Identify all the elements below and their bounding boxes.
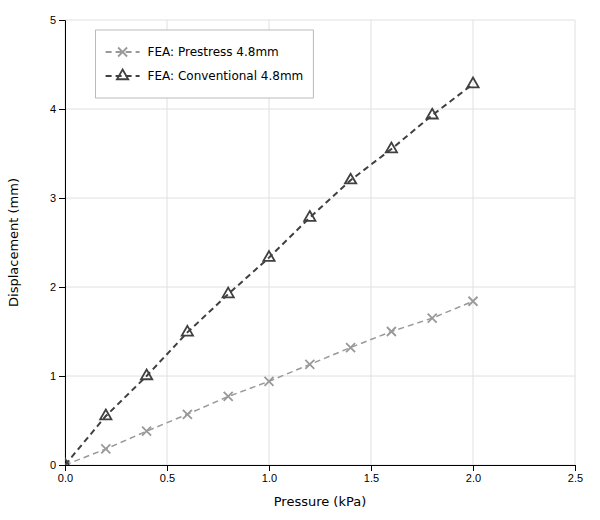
marker: [386, 143, 397, 153]
legend-item: FEA: Conventional 4.8mm: [106, 69, 304, 83]
legend-marker: [117, 69, 128, 79]
grid: [65, 20, 575, 465]
tick: 2.0: [466, 465, 481, 484]
marker: [428, 314, 437, 323]
grid-line: [65, 198, 575, 199]
legend-frame: [96, 30, 314, 98]
marker: [223, 288, 234, 298]
tick-mark: [59, 465, 65, 466]
series: [65, 297, 478, 465]
marker: [345, 174, 356, 184]
legend-label: FEA: Prestress 4.8mm: [148, 45, 279, 59]
tick: 0.0: [58, 465, 73, 484]
marker: [469, 297, 478, 306]
tick-label: 0.0: [58, 472, 73, 484]
tick-mark: [59, 287, 65, 288]
grid-line: [65, 376, 575, 377]
tick-mark: [59, 109, 65, 110]
tick-mark: [269, 465, 270, 471]
grid-line: [575, 20, 576, 465]
tick-mark: [59, 376, 65, 377]
axis-line: [59, 21, 66, 466]
marker: [142, 427, 151, 436]
chart: 0.0 0.5 1.0 1.5 2.0 2.5 0 1 2 3 4 5 FEA: Prestress 4…: [0, 0, 600, 520]
tick: 5: [50, 14, 65, 26]
tick: 0: [50, 459, 65, 471]
marker: [183, 410, 192, 419]
marker: [101, 444, 110, 453]
tick-label: 1.0: [262, 472, 277, 484]
grid-line: [65, 109, 575, 110]
legend-swatch: [106, 75, 140, 77]
tick-mark: [59, 198, 65, 199]
tick-mark: [575, 465, 576, 471]
marker: [224, 392, 233, 401]
legend-label: FEA: Conventional 4.8mm: [148, 69, 304, 83]
line: [65, 301, 473, 465]
tick-label: 5: [50, 14, 56, 26]
tick-label: 3: [50, 192, 56, 204]
tick-label: 2.5: [568, 472, 583, 484]
grid-line: [371, 20, 372, 465]
tick-mark: [473, 465, 474, 471]
marker: [305, 360, 314, 369]
tick: 0.5: [160, 465, 175, 484]
marks: [65, 78, 479, 465]
marker: [182, 326, 193, 336]
tick-mark: [59, 20, 65, 21]
tick-mark: [167, 465, 168, 471]
marker: [387, 327, 396, 336]
tick-label: 2.0: [466, 472, 481, 484]
tick: 2: [50, 281, 65, 293]
grid-line: [65, 20, 575, 21]
x-axis-title: Pressure (kPa): [274, 494, 367, 509]
legend-marker: [118, 48, 127, 57]
legend-item: FEA: Prestress 4.8mm: [106, 45, 279, 59]
marker: [467, 78, 478, 88]
tick-mark: [371, 465, 372, 471]
marker: [65, 458, 71, 465]
marker: [304, 211, 315, 221]
axis-line: [66, 466, 576, 472]
marker: [100, 410, 111, 420]
tick-label: 1: [50, 370, 56, 382]
tick: 1.5: [364, 465, 379, 484]
marker: [263, 251, 274, 261]
series: [65, 78, 479, 465]
tick-label: 0: [50, 459, 56, 471]
legend: FEA: Prestress 4.8mm FEA: Conventional 4.…: [96, 30, 314, 98]
tick: 1: [50, 370, 65, 382]
marker: [427, 109, 438, 119]
tick-label: 4: [50, 103, 56, 115]
tick: 3: [50, 192, 65, 204]
marker: [265, 377, 274, 386]
y-axis: 0 1 2 3 4 5: [50, 14, 66, 471]
tick: 1.0: [262, 465, 277, 484]
tick-label: 0.5: [160, 472, 175, 484]
tick-label: 1.5: [364, 472, 379, 484]
tick: 4: [50, 103, 65, 115]
tick: 2.5: [568, 465, 583, 484]
x-axis: 0.0 0.5 1.0 1.5 2.0 2.5: [58, 465, 583, 484]
grid-line: [65, 287, 575, 288]
y-axis-title: Displacement (mm): [6, 178, 21, 307]
tick-label: 2: [50, 281, 56, 293]
marker: [346, 343, 355, 352]
marker: [141, 369, 152, 379]
line: [65, 84, 473, 465]
plot: 0.0 0.5 1.0 1.5 2.0 2.5 0 1 2 3 4 5 FEA: Prestress 4…: [50, 14, 583, 484]
